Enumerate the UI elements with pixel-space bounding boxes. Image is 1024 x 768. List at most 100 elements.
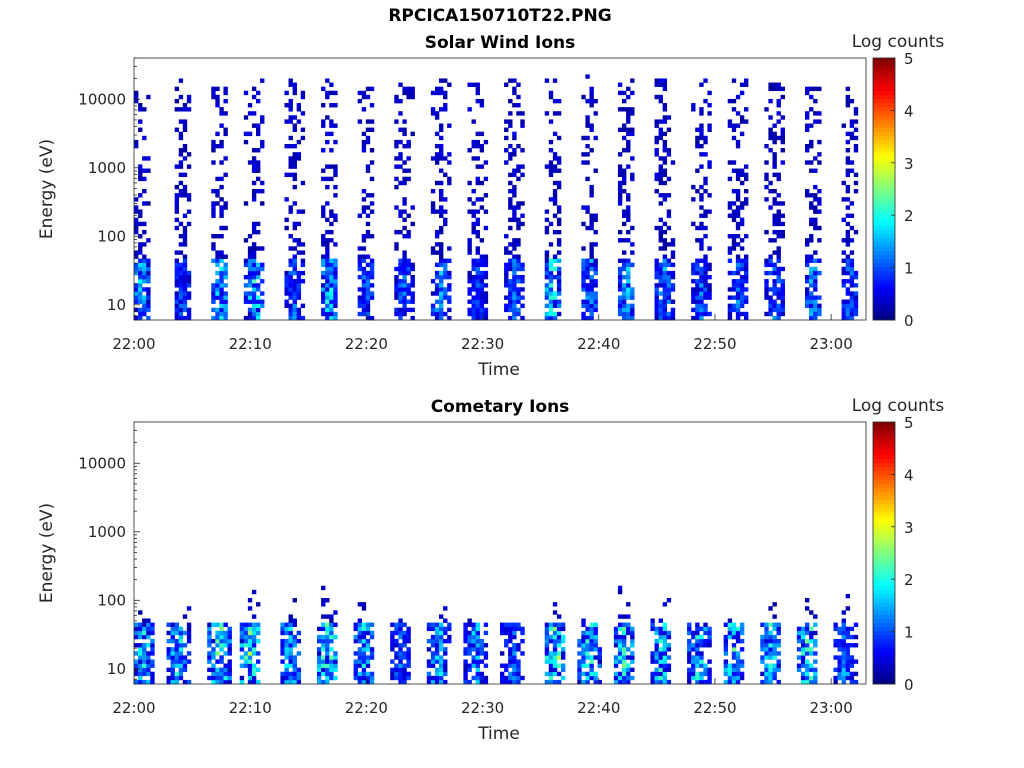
heatmap-cell bbox=[434, 311, 440, 317]
heatmap-cell bbox=[805, 143, 810, 149]
heatmap-cell bbox=[256, 246, 261, 251]
colorbar-segment bbox=[873, 258, 895, 263]
heatmap-cell bbox=[768, 98, 773, 104]
heatmap-cell bbox=[398, 299, 403, 304]
heatmap-cell bbox=[333, 622, 338, 627]
heatmap-cell bbox=[443, 197, 448, 202]
heatmap-cell bbox=[630, 156, 635, 161]
heatmap-cell bbox=[317, 671, 322, 677]
heatmap-cell bbox=[630, 111, 635, 116]
heatmap-cell bbox=[666, 270, 672, 276]
heatmap-cell bbox=[731, 270, 737, 276]
heatmap-cell bbox=[146, 622, 151, 627]
heatmap-cell bbox=[211, 667, 216, 673]
heatmap-cell bbox=[288, 160, 293, 165]
heatmap-cell bbox=[402, 266, 407, 272]
heatmap-cell bbox=[727, 618, 733, 623]
heatmap-cell bbox=[626, 193, 631, 198]
heatmap-cell bbox=[325, 283, 330, 288]
heatmap-cell bbox=[654, 675, 659, 681]
heatmap-cell bbox=[841, 180, 846, 186]
heatmap-cell bbox=[321, 598, 326, 603]
heatmap-cell bbox=[475, 679, 480, 685]
heatmap-cell bbox=[630, 131, 635, 137]
heatmap-cell bbox=[772, 287, 777, 292]
heatmap-cell bbox=[333, 667, 338, 673]
heatmap-cell bbox=[239, 622, 245, 627]
heatmap-cell bbox=[552, 229, 558, 235]
heatmap-cell bbox=[443, 258, 448, 263]
heatmap-cell bbox=[280, 651, 285, 656]
heatmap-cell bbox=[251, 643, 257, 648]
heatmap-cell bbox=[439, 311, 444, 317]
heatmap-cell bbox=[768, 258, 773, 263]
heatmap-cell bbox=[626, 675, 631, 681]
heatmap-cell bbox=[361, 626, 367, 632]
heatmap-cell bbox=[512, 626, 517, 632]
heatmap-cell bbox=[357, 303, 363, 309]
heatmap-cell bbox=[443, 103, 448, 108]
heatmap-cell bbox=[178, 311, 184, 317]
heatmap-cell bbox=[841, 655, 846, 660]
heatmap-cell bbox=[146, 274, 151, 280]
heatmap-cell bbox=[841, 634, 846, 640]
heatmap-cell bbox=[430, 659, 436, 664]
heatmap-cell bbox=[581, 303, 586, 309]
heatmap-cell bbox=[251, 287, 257, 292]
heatmap-cell bbox=[247, 671, 253, 677]
heatmap-cell bbox=[845, 287, 851, 292]
heatmap-cell bbox=[296, 274, 302, 280]
colorbar-segment bbox=[873, 536, 895, 542]
heatmap-cell bbox=[630, 287, 635, 292]
heatmap-cell bbox=[622, 127, 627, 132]
heatmap-cell bbox=[361, 295, 367, 300]
heatmap-cell bbox=[613, 638, 619, 644]
heatmap-cell bbox=[321, 291, 326, 296]
heatmap-cell bbox=[288, 659, 293, 664]
heatmap-cell bbox=[772, 86, 777, 92]
heatmap-cell bbox=[138, 119, 143, 124]
heatmap-cell bbox=[186, 311, 192, 317]
heatmap-cell bbox=[447, 270, 452, 276]
heatmap-cell bbox=[548, 266, 554, 272]
heatmap-cell bbox=[483, 311, 489, 317]
heatmap-cell bbox=[365, 675, 371, 681]
heatmap-cell bbox=[813, 671, 818, 677]
heatmap-cell bbox=[317, 647, 322, 652]
heatmap-cell bbox=[654, 225, 659, 231]
heatmap-cell bbox=[512, 254, 517, 259]
heatmap-cell bbox=[552, 295, 558, 300]
heatmap-cell bbox=[174, 209, 180, 214]
heatmap-cell bbox=[178, 638, 184, 644]
heatmap-cell bbox=[134, 679, 139, 685]
heatmap-cell bbox=[223, 86, 228, 92]
heatmap-cell bbox=[662, 168, 668, 173]
heatmap-cell bbox=[475, 98, 480, 104]
heatmap-cell bbox=[666, 643, 672, 648]
heatmap-cell bbox=[800, 659, 806, 664]
heatmap-cell bbox=[215, 295, 220, 300]
heatmap-cell bbox=[365, 647, 371, 652]
heatmap-cell bbox=[146, 238, 151, 243]
heatmap-cell bbox=[699, 135, 704, 141]
heatmap-cell bbox=[512, 311, 517, 317]
heatmap-cell bbox=[666, 679, 672, 685]
heatmap-cell bbox=[617, 634, 623, 640]
heatmap-cell bbox=[703, 189, 708, 194]
heatmap-cell bbox=[321, 287, 326, 292]
heatmap-cell bbox=[211, 295, 216, 300]
heatmap-cell bbox=[142, 643, 147, 648]
heatmap-cell bbox=[731, 217, 737, 223]
heatmap-cell bbox=[805, 598, 810, 603]
heatmap-cell bbox=[178, 675, 184, 681]
heatmap-cell bbox=[735, 679, 741, 685]
heatmap-cell bbox=[556, 266, 562, 272]
heatmap-cell bbox=[292, 225, 297, 231]
heatmap-cell bbox=[321, 585, 326, 591]
heatmap-cell bbox=[394, 638, 399, 644]
heatmap-cell bbox=[512, 262, 517, 268]
heatmap-cell bbox=[589, 184, 594, 190]
heatmap-cell bbox=[365, 630, 371, 636]
heatmap-cell bbox=[142, 221, 147, 227]
heatmap-cell bbox=[622, 626, 627, 632]
